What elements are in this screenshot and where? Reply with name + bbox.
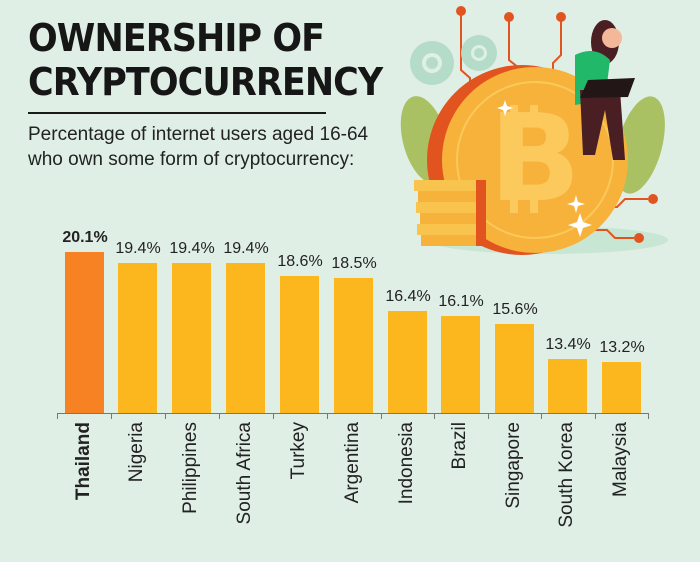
value-label: 19.4%	[115, 240, 161, 257]
bar-nigeria	[118, 263, 157, 413]
title-divider	[28, 112, 326, 114]
value-label: 16.1%	[438, 293, 484, 310]
axis-tick	[165, 413, 166, 419]
sparkle-icon	[497, 100, 592, 237]
bar-argentina	[334, 278, 373, 413]
value-label: 19.4%	[169, 240, 215, 257]
value-label: 16.4%	[385, 288, 431, 305]
axis-tick	[273, 413, 274, 419]
value-label: 19.4%	[223, 240, 269, 257]
bar-singapore	[495, 324, 534, 413]
value-label: 20.1%	[62, 229, 108, 246]
category-label: Brazil	[449, 422, 470, 470]
axis-tick	[57, 413, 58, 419]
axis-tick	[648, 413, 649, 419]
axis-tick	[327, 413, 328, 419]
woman-with-laptop-icon	[575, 20, 635, 160]
category-label: Thailand	[73, 422, 94, 501]
bar-south-africa	[226, 263, 265, 413]
bar-chart: 20.1% 19.4% 19.4% 19.4% 18.6% 18.5% 16.4…	[57, 229, 649, 528]
title-line-1: OWNERSHIP OF	[28, 16, 325, 60]
circuit-nodes	[456, 6, 658, 243]
bar-turkey	[280, 276, 319, 413]
value-label: 18.5%	[331, 255, 377, 272]
category-label: Philippines	[180, 422, 201, 514]
coin-stack-icon	[414, 180, 486, 246]
category-label: Argentina	[342, 422, 363, 504]
x-axis	[57, 413, 648, 414]
value-label: 18.6%	[277, 253, 323, 270]
bar-brazil	[441, 316, 480, 413]
category-label: Nigeria	[126, 422, 147, 483]
bitcoin-illustration: B	[400, 6, 668, 255]
page-title: OWNERSHIP OF CRYPTOCURRENCY	[28, 16, 383, 104]
title-line-2: CRYPTOCURRENCY	[28, 60, 383, 104]
category-label: Indonesia	[396, 422, 417, 505]
axis-tick	[434, 413, 435, 419]
category-label: Singapore	[503, 422, 524, 509]
axis-tick	[381, 413, 382, 419]
value-label: 15.6%	[492, 301, 538, 318]
subtitle-line-2: who own some form of cryptocurrency:	[28, 149, 355, 170]
bar-malaysia	[602, 362, 641, 413]
value-label: 13.2%	[599, 339, 645, 356]
category-label: Turkey	[288, 422, 309, 480]
value-label: 13.4%	[545, 336, 591, 353]
chart-subtitle: Percentage of internet users aged 16-64 …	[28, 122, 368, 172]
axis-tick	[595, 413, 596, 419]
axis-tick	[111, 413, 112, 419]
bar-south-korea	[548, 359, 587, 413]
bar-thailand	[65, 252, 104, 413]
axis-tick	[488, 413, 489, 419]
category-label: South Africa	[234, 422, 255, 525]
axis-tick	[219, 413, 220, 419]
axis-tick	[541, 413, 542, 419]
category-label: South Korea	[556, 422, 577, 528]
bar-indonesia	[388, 311, 427, 413]
subtitle-line-1: Percentage of internet users aged 16-64	[28, 124, 369, 145]
bar-philippines	[172, 263, 211, 413]
category-label: Malaysia	[610, 422, 631, 497]
